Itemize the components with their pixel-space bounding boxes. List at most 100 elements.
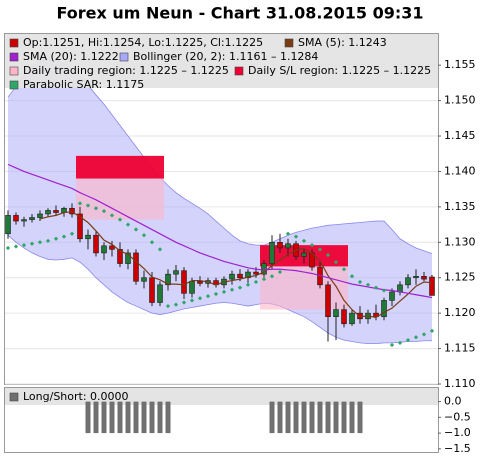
sar-dot	[141, 233, 147, 238]
sar-dot	[413, 335, 419, 340]
legend-label: Daily S/L region: 1.1225 – 1.1225	[248, 64, 431, 77]
sar-dot	[117, 217, 123, 222]
candle-body	[301, 252, 307, 257]
sar-dot	[165, 303, 171, 309]
sar-dot	[365, 282, 371, 287]
sar-dot	[125, 222, 131, 227]
y-tick-label: −1.5	[444, 442, 471, 455]
candle-body	[421, 276, 427, 280]
candle-body	[285, 243, 291, 249]
legend-swatch	[9, 52, 19, 62]
bar	[157, 401, 163, 434]
candle-body	[269, 241, 275, 264]
bar	[133, 401, 139, 434]
candle-body	[5, 215, 11, 235]
sar-dot	[341, 267, 347, 272]
sar-dot	[93, 206, 99, 211]
y-tick-label: 1.155	[444, 58, 476, 71]
legend-swatch	[284, 38, 294, 48]
legend-label: SMA (20): 1.1222	[23, 50, 119, 63]
candle-body	[173, 270, 179, 275]
candle-body	[141, 277, 147, 282]
candle-body	[325, 284, 331, 317]
sar-dot	[53, 236, 59, 241]
candle-body	[189, 280, 195, 294]
panel-title: Long/Short: 0.0000	[23, 390, 129, 403]
region	[76, 178, 164, 220]
sar-dot	[309, 243, 315, 248]
bar	[333, 401, 339, 434]
sar-dot	[333, 260, 339, 265]
y-tick-label: 1.140	[444, 164, 476, 177]
legend-swatch	[9, 66, 19, 76]
sar-dot	[397, 340, 403, 346]
candle-body	[229, 273, 235, 280]
sar-dot	[277, 269, 283, 275]
sar-dot	[173, 302, 179, 307]
bar	[325, 401, 331, 434]
candle-body	[261, 263, 267, 275]
candle-body	[309, 252, 315, 268]
candle-body	[21, 219, 27, 222]
legend-label: SMA (5): 1.1243	[298, 36, 387, 49]
candle-body	[253, 271, 259, 275]
sar-dot	[213, 291, 219, 297]
bar	[149, 401, 155, 434]
candle-body	[397, 284, 403, 293]
bar	[93, 401, 99, 434]
sar-dot	[85, 203, 91, 208]
sma-line	[39, 211, 433, 319]
sar-dot	[245, 282, 251, 287]
sar-dot	[101, 209, 107, 214]
candle-body	[181, 270, 187, 294]
candle-body	[389, 291, 395, 301]
legend-swatch	[9, 38, 19, 48]
y-tick-label: 1.125	[444, 271, 476, 284]
sar-dot	[301, 238, 307, 244]
bar	[301, 401, 307, 434]
sar-dot	[229, 287, 235, 292]
candle-body	[413, 276, 419, 279]
sar-dot	[13, 244, 19, 249]
bar	[357, 401, 363, 434]
sar-dot	[157, 247, 163, 252]
bar	[101, 401, 107, 434]
candle-body	[45, 210, 51, 215]
sar-dot	[389, 342, 395, 348]
region	[76, 155, 164, 179]
candle-body	[125, 252, 131, 264]
candle-body	[373, 312, 379, 317]
sar-dot	[381, 288, 387, 293]
bar	[165, 401, 171, 434]
bar	[349, 401, 355, 434]
legend-swatch	[9, 80, 19, 90]
y-tick-label: −1.0	[444, 426, 471, 439]
legend-swatch	[234, 66, 244, 76]
candle-body	[37, 213, 43, 218]
candle-body	[277, 241, 283, 249]
sar-dot	[429, 328, 435, 333]
sar-dot	[237, 285, 243, 290]
sar-dot	[293, 234, 299, 239]
sar-dot	[133, 227, 139, 232]
bar	[293, 401, 299, 434]
sar-dot	[261, 277, 267, 282]
candle-body	[349, 312, 355, 325]
candle-body	[93, 234, 99, 254]
candle-body	[77, 213, 83, 240]
sar-dot	[5, 245, 11, 251]
candle-body	[405, 277, 411, 286]
sar-dot	[421, 332, 427, 337]
candle-body	[165, 273, 171, 286]
candle-body	[157, 284, 163, 303]
legend-label: Op:1.1251, Hi:1.1254, Lo:1.1225, Cl:1.12…	[23, 36, 263, 49]
sar-dot	[373, 285, 379, 290]
sar-dot	[197, 296, 203, 301]
candle-body	[13, 215, 19, 222]
bar	[341, 401, 347, 434]
legend-label: Parabolic SAR: 1.1175	[23, 78, 144, 91]
sar-dot	[349, 274, 355, 279]
sar-dot	[205, 294, 211, 299]
sar-dot	[269, 274, 275, 279]
